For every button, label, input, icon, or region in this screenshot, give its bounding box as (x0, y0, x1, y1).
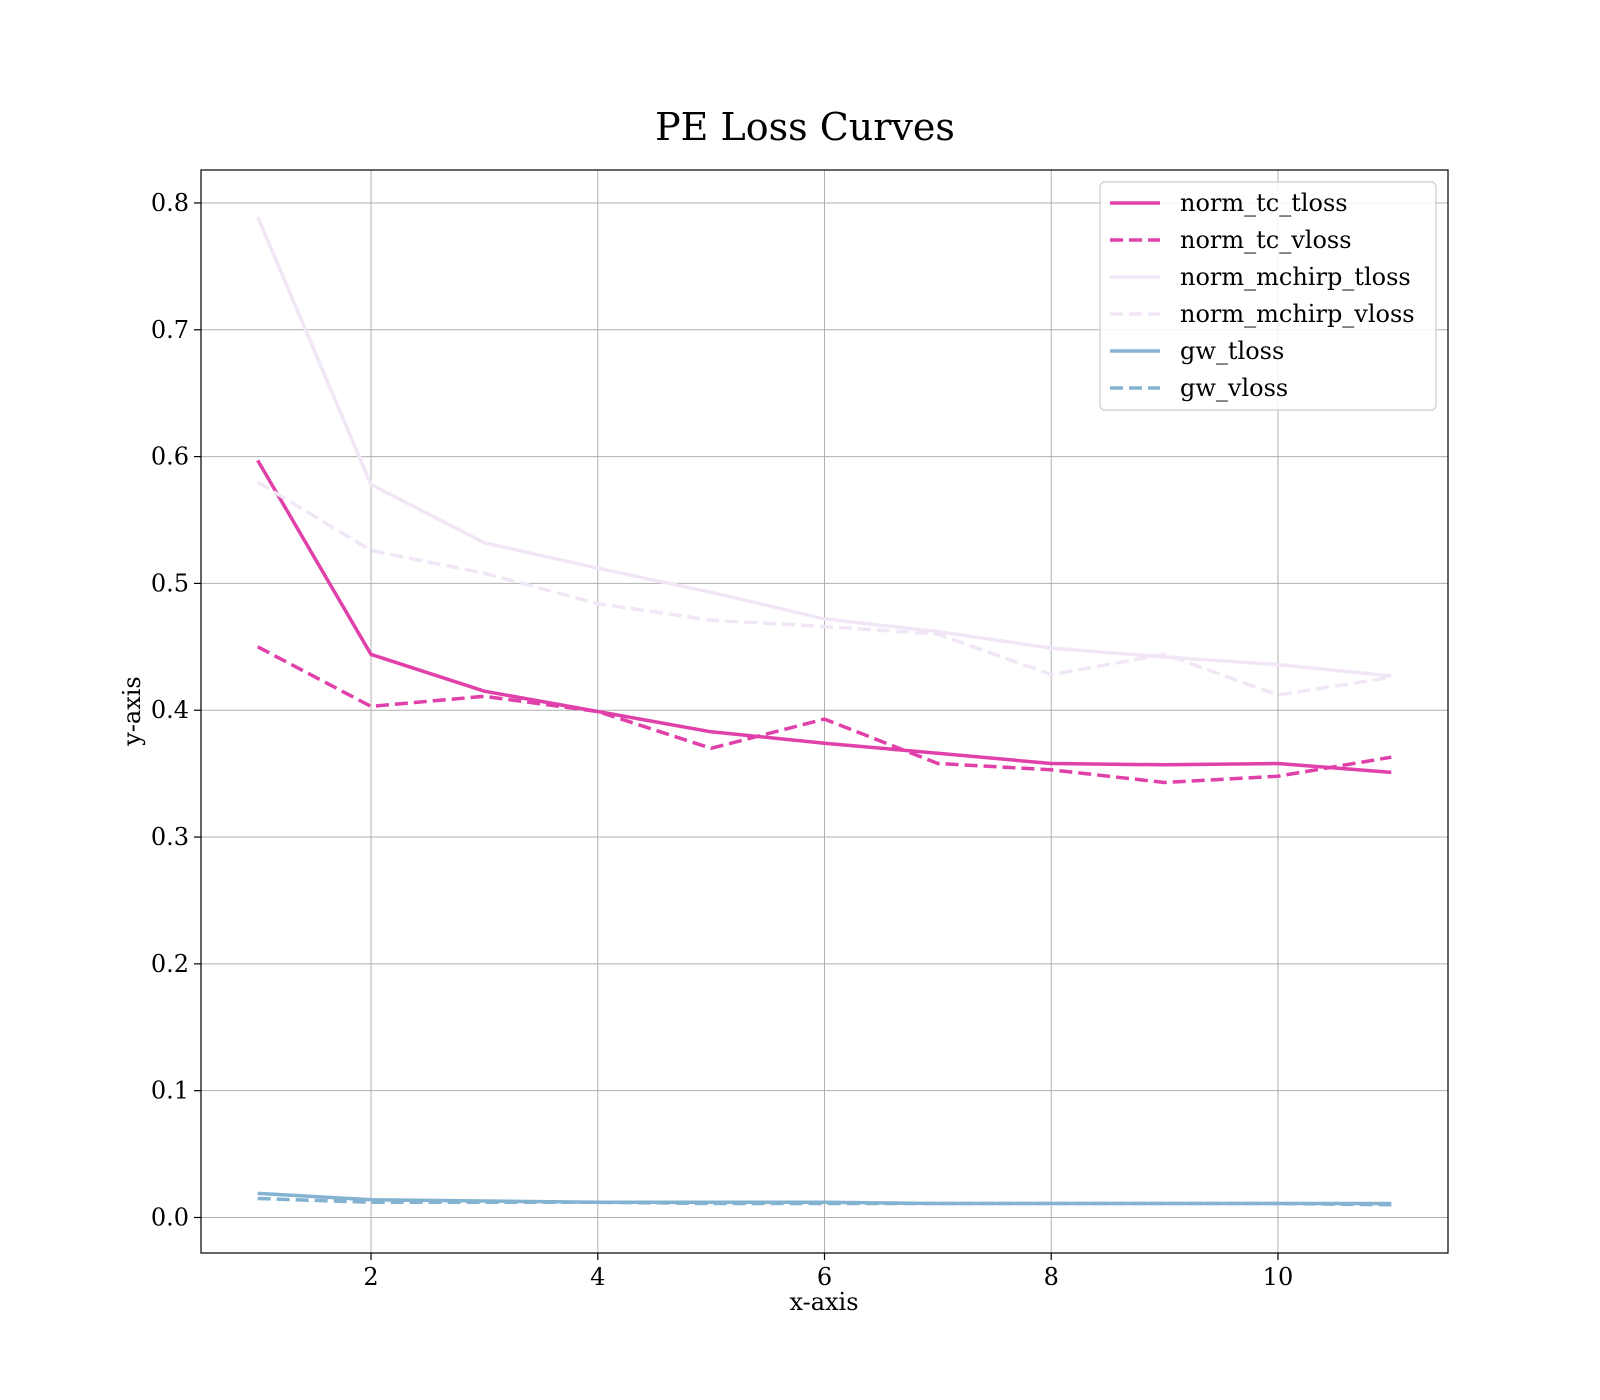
series-line-gw-tloss (257, 1191, 1392, 1206)
y-axis-label: y-axis (118, 676, 146, 747)
x-axis-label: x-axis (789, 1288, 858, 1316)
legend-label: norm_mchirp_tloss (1180, 263, 1411, 291)
axis-ticks: 2 4 6 8 10 0.0 0.1 0.2 0.3 0.4 0.5 0.6 0.7 0.8 (151, 189, 1293, 1291)
y-tick-label: 0.6 (151, 443, 189, 471)
y-tick-label: 0.0 (151, 1203, 189, 1231)
x-tick-label: 2 (363, 1263, 378, 1291)
x-tick-label: 10 (1263, 1263, 1294, 1291)
legend-label: norm_tc_tloss (1180, 189, 1348, 217)
series-line-norm-tc-vloss (256, 645, 1392, 785)
legend-label: gw_vloss (1180, 374, 1288, 402)
y-tick-label: 0.7 (151, 316, 189, 344)
x-tick-label: 8 (1044, 1263, 1059, 1291)
y-tick-label: 0.8 (151, 189, 189, 217)
series-line-norm-mchirp-tloss (256, 216, 1392, 678)
y-tick-label: 0.2 (151, 950, 189, 978)
y-tick-label: 0.1 (151, 1077, 189, 1105)
series-lines (256, 216, 1392, 1207)
series-line-norm-mchirp-vloss (256, 480, 1392, 697)
x-tick-label: 6 (817, 1263, 832, 1291)
y-tick-label: 0.5 (151, 569, 189, 597)
legend: norm_tc_tloss norm_tc_vloss norm_mchirp_tl… (1099, 181, 1437, 411)
series-line-norm-tc-tloss (256, 459, 1392, 775)
legend-label: norm_tc_vloss (1180, 226, 1352, 254)
chart-title: PE Loss Curves (655, 105, 955, 149)
legend-label: norm_mchirp_vloss (1180, 300, 1415, 328)
legend-box (1099, 181, 1437, 411)
y-tick-label: 0.3 (151, 823, 189, 851)
legend-label: gw_tloss (1180, 337, 1284, 365)
x-tick-label: 4 (590, 1263, 605, 1291)
y-tick-label: 0.4 (151, 696, 189, 724)
